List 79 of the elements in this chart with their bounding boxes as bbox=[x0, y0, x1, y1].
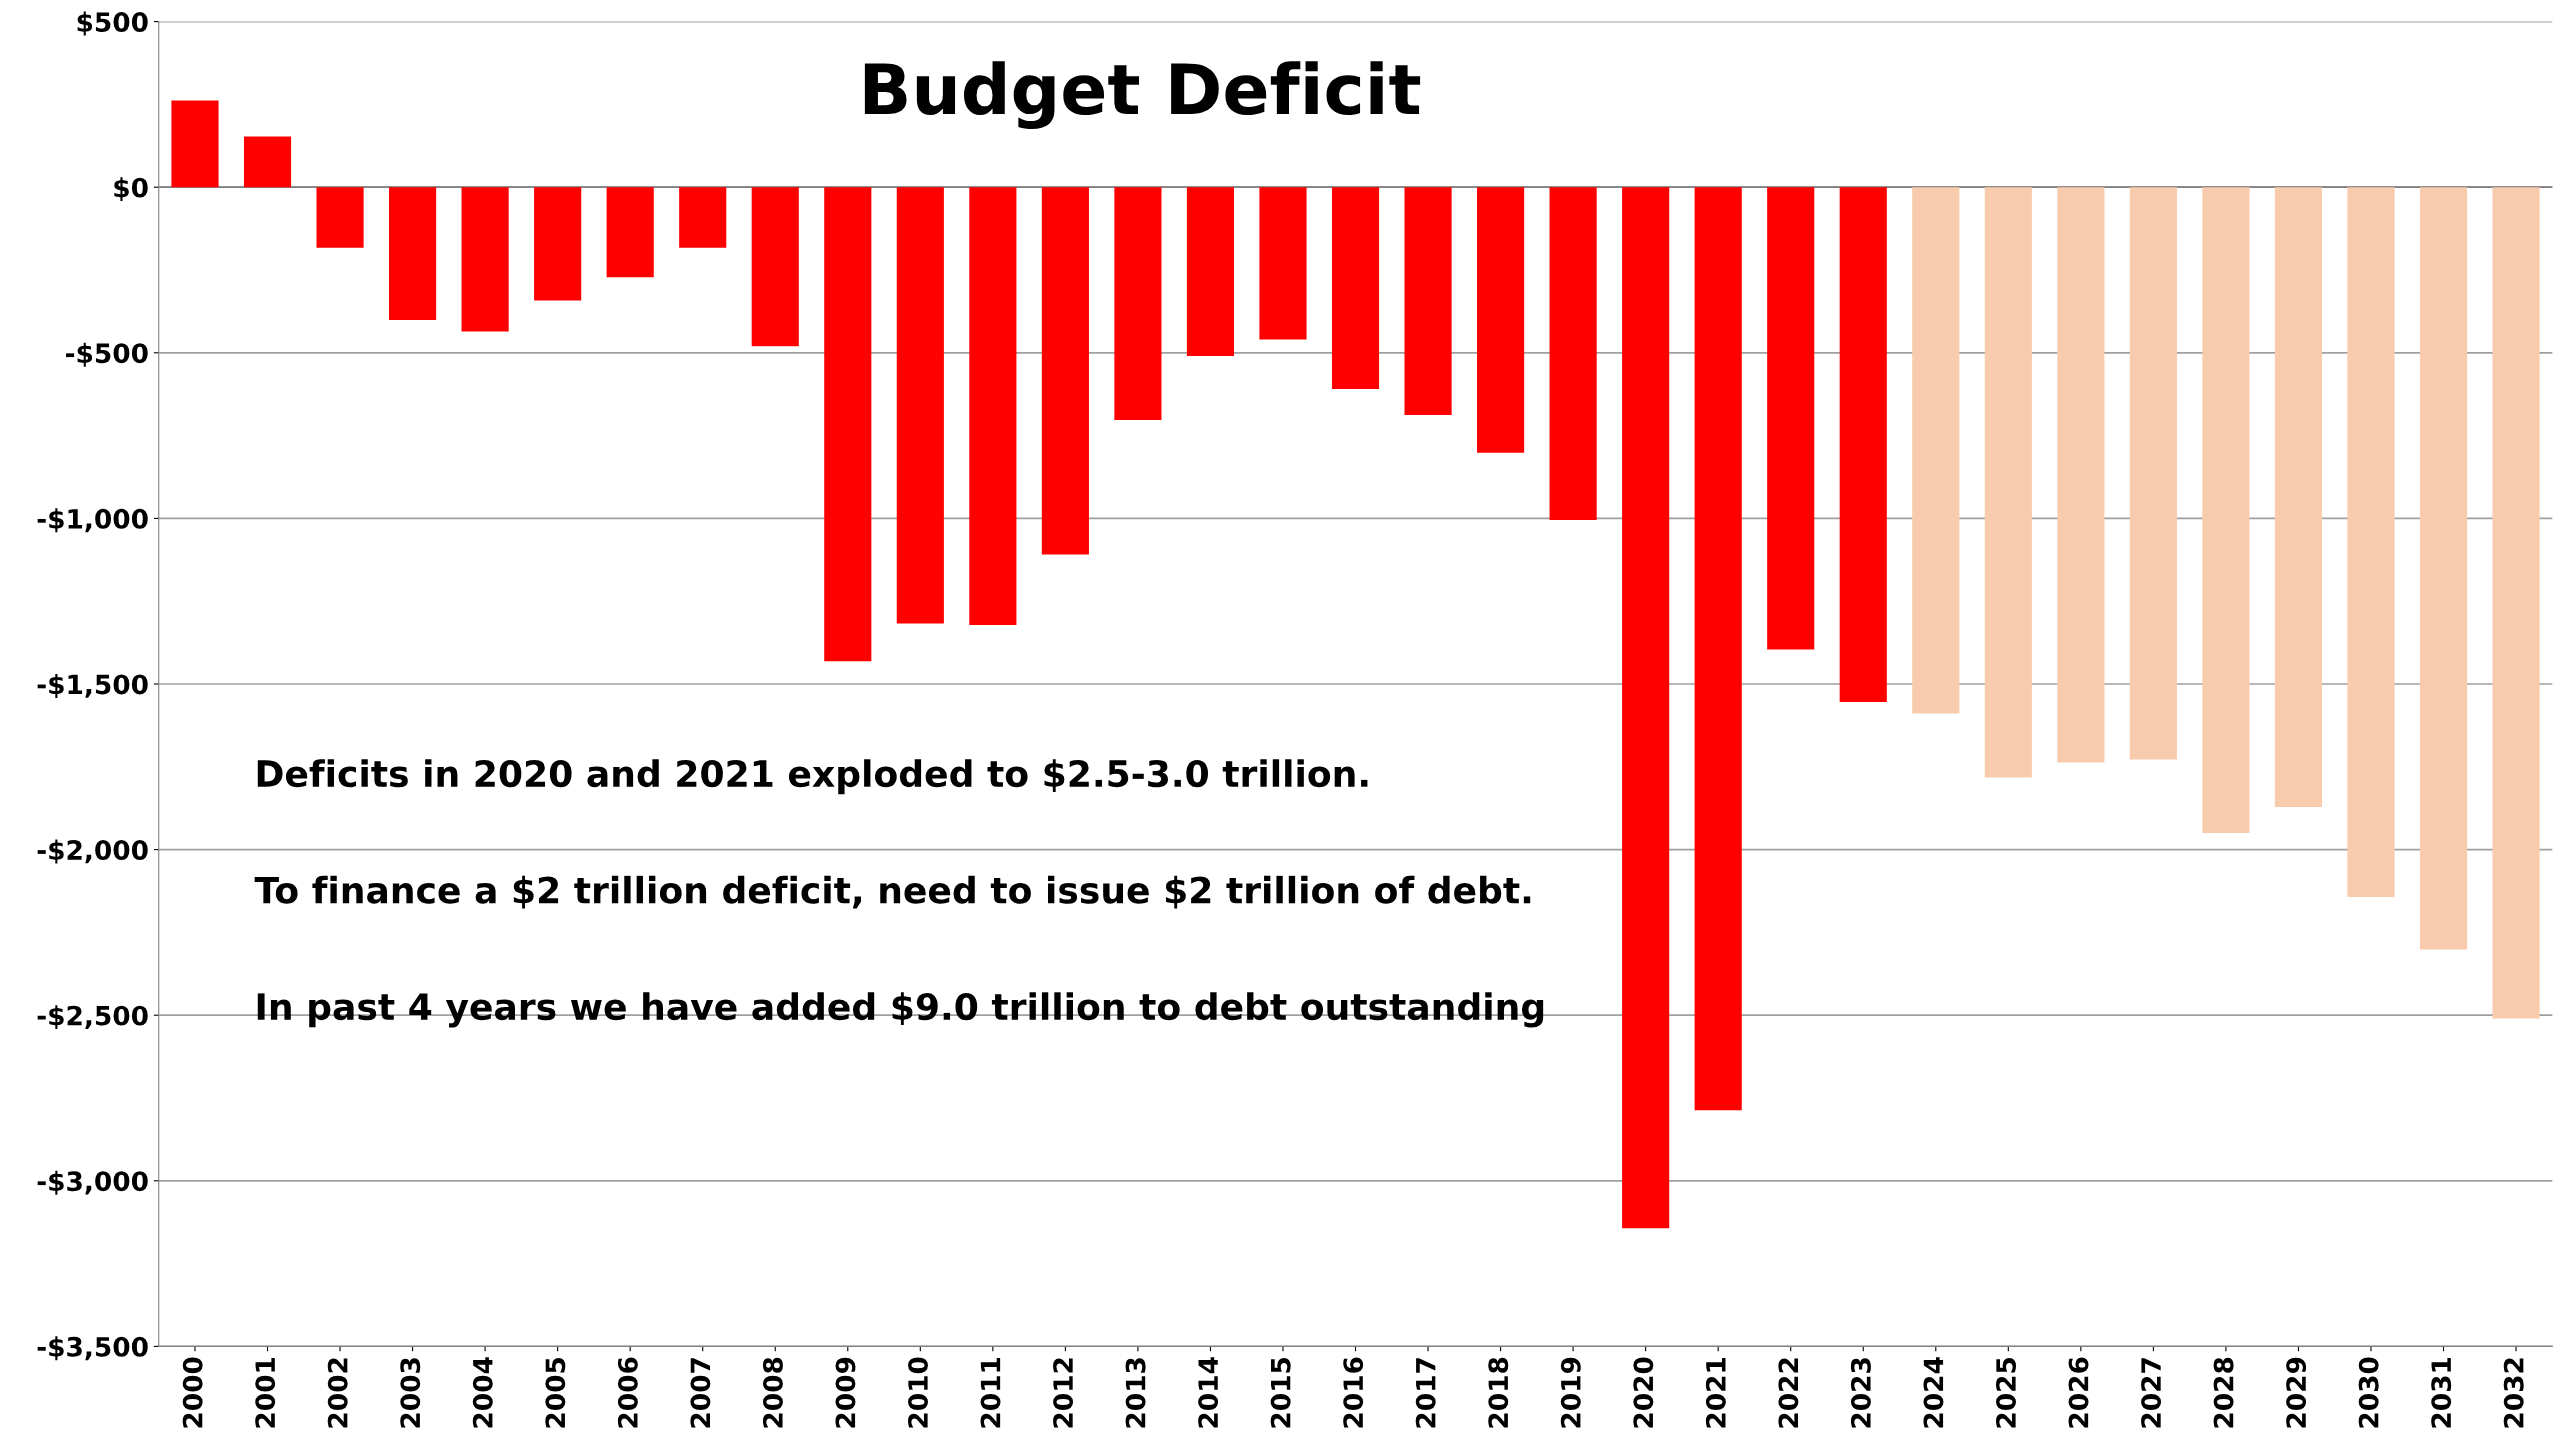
x-tick-label: 2013 bbox=[1125, 1358, 1146, 1428]
bar bbox=[679, 187, 727, 248]
y-tick-label: -$3,000 bbox=[37, 1170, 148, 1195]
y-tick-label: -$2,500 bbox=[37, 1005, 148, 1030]
x-tick-label: 2010 bbox=[908, 1357, 928, 1428]
bar bbox=[1694, 187, 1742, 1111]
bar bbox=[1549, 187, 1597, 521]
x-tick-label: 2008 bbox=[762, 1357, 783, 1428]
bar bbox=[1404, 187, 1452, 416]
bar bbox=[2419, 187, 2468, 950]
x-tick-label: 2026 bbox=[2068, 1357, 2089, 1428]
bar bbox=[1839, 187, 1887, 702]
x-tick-label: 2031 bbox=[2431, 1357, 2452, 1428]
text: Budget Deficit bbox=[864, 61, 1421, 130]
x-tick-label: 2030 bbox=[2358, 1357, 2379, 1428]
x-tick-label: 2017 bbox=[1415, 1358, 1436, 1428]
y-tick-label: -$3,500 bbox=[37, 1336, 148, 1361]
bar bbox=[2347, 187, 2395, 897]
y-tick-label: -$1,500 bbox=[37, 673, 148, 698]
x-tick-label: 2024 bbox=[1923, 1357, 1944, 1428]
x-tick-label: 2025 bbox=[1996, 1357, 2016, 1428]
bar bbox=[1912, 187, 1960, 714]
x-tick-label: 2006 bbox=[617, 1357, 638, 1428]
bar bbox=[2202, 187, 2250, 834]
bar bbox=[606, 187, 654, 278]
bar bbox=[1114, 187, 1162, 421]
bar bbox=[389, 187, 437, 321]
x-tick-label: 2003 bbox=[400, 1358, 421, 1428]
bar bbox=[824, 187, 872, 662]
bar bbox=[1186, 187, 1235, 357]
x-tick-label: 2001 bbox=[255, 1357, 276, 1428]
bar bbox=[243, 136, 292, 188]
x-tick-label: 2004 bbox=[472, 1357, 493, 1428]
annotation: In past 4 years we have added $9.0 trillion to debt outstanding bbox=[257, 992, 1544, 1028]
bar bbox=[969, 187, 1017, 626]
bar bbox=[1767, 187, 1815, 650]
bar bbox=[2492, 187, 2540, 1019]
x-tick-label: 2015 bbox=[1270, 1357, 1291, 1428]
bar bbox=[2274, 187, 2323, 807]
bar bbox=[1477, 187, 1525, 453]
bar bbox=[1259, 187, 1307, 340]
y-tick-label: $500 bbox=[77, 11, 148, 36]
y-tick-label: -$1,000 bbox=[37, 508, 148, 533]
bar bbox=[316, 187, 364, 248]
bar bbox=[1041, 187, 1089, 555]
x-tick-label: 2028 bbox=[2213, 1357, 2234, 1428]
x-tick-label: 2023 bbox=[1850, 1358, 1871, 1428]
x-tick-label: 2021 bbox=[1705, 1357, 1726, 1428]
x-tick-label: 2011 bbox=[980, 1357, 1001, 1428]
x-tick-label: 2007 bbox=[690, 1358, 711, 1428]
x-tick-label: 2027 bbox=[2141, 1358, 2162, 1428]
bar bbox=[534, 187, 582, 301]
x-tick-label: 2019 bbox=[1560, 1357, 1581, 1428]
bar bbox=[2129, 187, 2177, 760]
x-tick-label: 2022 bbox=[1778, 1358, 1799, 1428]
x-tick-label: 2000 bbox=[182, 1357, 203, 1428]
x-tick-label: 2014 bbox=[1198, 1357, 1219, 1428]
x-tick-label: 2005 bbox=[545, 1357, 566, 1428]
x-tick-label: 2002 bbox=[327, 1358, 348, 1428]
x-tick-label: 2032 bbox=[2503, 1358, 2524, 1428]
x-tick-label: 2029 bbox=[2286, 1357, 2307, 1428]
bar bbox=[751, 187, 799, 347]
bar bbox=[1622, 187, 1670, 1229]
x-tick-label: 2016 bbox=[1343, 1357, 1364, 1428]
y-tick-label: $0 bbox=[114, 177, 148, 202]
x-tick-label: 2020 bbox=[1633, 1357, 1654, 1428]
bar bbox=[1331, 187, 1380, 389]
y-tick-label: -$500 bbox=[66, 342, 148, 367]
bar bbox=[896, 187, 944, 624]
bar bbox=[2057, 187, 2105, 763]
bar bbox=[461, 187, 509, 332]
x-tick-label: 2018 bbox=[1488, 1357, 1509, 1428]
x-tick-label: 2012 bbox=[1053, 1358, 1074, 1428]
bar bbox=[1984, 187, 2032, 778]
y-tick-label: -$2,000 bbox=[37, 839, 148, 864]
bar bbox=[171, 100, 219, 188]
x-tick-label: 2009 bbox=[835, 1357, 856, 1428]
annotation: To finance a $2 trillion deficit, need to issue $2 trillion of debt. bbox=[254, 875, 1531, 909]
annotation: Deficits in 2020 and 2021 exploded to $2.5-3.0 trillion. bbox=[257, 759, 1368, 795]
